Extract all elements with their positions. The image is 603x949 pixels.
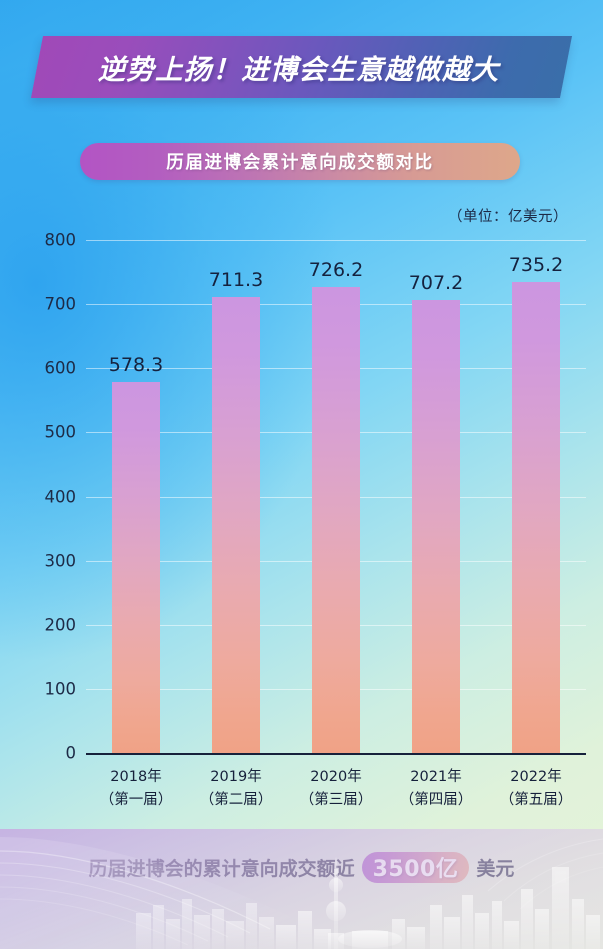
title-banner: 逆势上扬！进博会生意越做越大 <box>30 36 573 98</box>
subtitle-pill: 历届进博会累计意向成交额对比 <box>80 143 520 180</box>
chart-unit-note: （单位：亿美元） <box>448 209 568 225</box>
subtitle-pill-text: 历届进博会累计意向成交额对比 <box>166 153 434 173</box>
city-skyline-decoration <box>0 829 603 949</box>
skyline-icon <box>0 837 603 949</box>
title-banner-text: 逆势上扬！进博会生意越做越大 <box>97 54 500 86</box>
